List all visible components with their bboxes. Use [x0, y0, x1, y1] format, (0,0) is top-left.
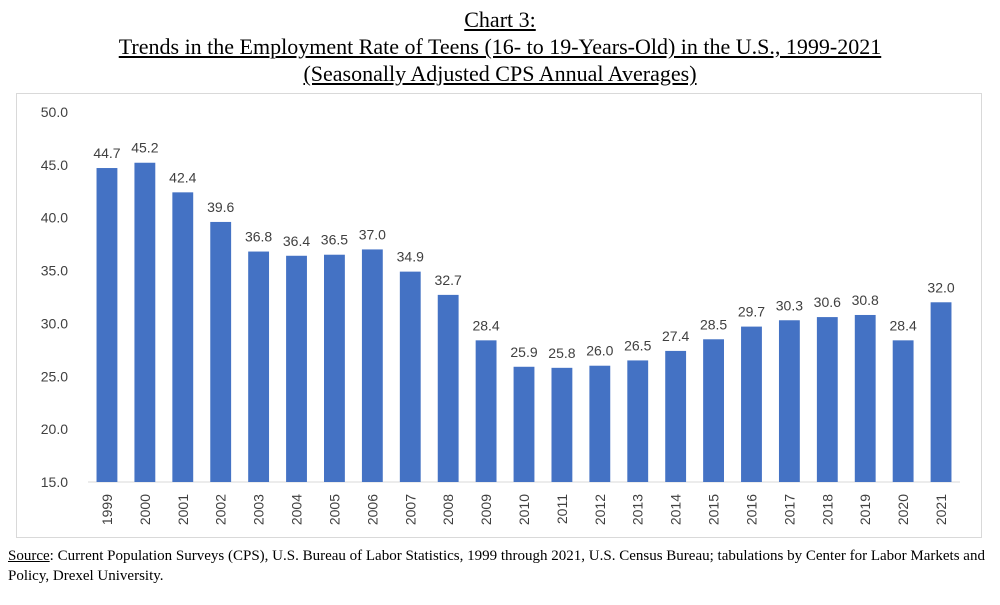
- bar-2010: [513, 366, 535, 482]
- bar-2009: [475, 340, 497, 482]
- bar-2001: [172, 192, 194, 483]
- x-tick-label-2020: 2020: [895, 494, 911, 525]
- chart-title: Trends in the Employment Rate of Teens (…: [118, 34, 882, 59]
- bar-2002: [210, 221, 232, 482]
- chart-subtitle: (Seasonally Adjusted CPS Annual Averages…: [303, 61, 697, 86]
- data-label-2021: 32.0: [927, 279, 954, 295]
- x-tick-label-2007: 2007: [402, 494, 418, 525]
- x-tick-label-2016: 2016: [743, 494, 759, 525]
- bar-2020: [892, 340, 914, 482]
- y-tick-label: 15.0: [41, 474, 68, 490]
- bar-2005: [324, 254, 345, 482]
- bar-2013: [627, 360, 649, 482]
- bar-layer: [96, 162, 952, 483]
- x-tick-label-2009: 2009: [478, 494, 494, 525]
- x-tick-label-2003: 2003: [251, 494, 267, 525]
- x-tick-label-2013: 2013: [630, 494, 646, 525]
- data-label-2013: 26.5: [624, 337, 651, 353]
- x-tick-label-2015: 2015: [706, 494, 722, 525]
- bar-2000: [134, 162, 156, 482]
- x-tick-label-2021: 2021: [933, 494, 949, 525]
- data-label-2020: 28.4: [890, 317, 917, 333]
- data-label-2000: 45.2: [131, 140, 158, 156]
- data-label-1999: 44.7: [93, 145, 120, 161]
- source-note: Source: Current Population Surveys (CPS)…: [8, 546, 998, 586]
- bar-2014: [665, 350, 687, 482]
- x-tick-label-2008: 2008: [440, 494, 456, 525]
- x-tick-label-2005: 2005: [326, 494, 342, 525]
- bar-2006: [361, 249, 383, 482]
- bar-2003: [248, 251, 270, 482]
- y-tick-label: 50.0: [41, 104, 68, 120]
- bar-2015: [703, 339, 724, 482]
- chart-number: Chart 3:: [464, 7, 536, 32]
- x-tick-label-2002: 2002: [213, 494, 229, 525]
- x-tick-label-2019: 2019: [857, 494, 873, 525]
- x-tick-label-2010: 2010: [516, 494, 532, 525]
- bar-2011: [551, 367, 573, 482]
- source-text: : Current Population Surveys (CPS), U.S.…: [8, 548, 985, 584]
- data-label-2018: 30.6: [814, 294, 841, 310]
- bar-2021: [930, 302, 952, 482]
- data-label-2012: 26.0: [586, 343, 613, 359]
- x-tick-label-2011: 2011: [554, 494, 570, 524]
- data-label-2001: 42.4: [169, 169, 196, 185]
- bar-2017: [778, 320, 800, 482]
- data-label-2006: 37.0: [359, 226, 386, 242]
- y-tick-label: 30.0: [41, 315, 68, 331]
- bar-2016: [741, 326, 762, 482]
- y-tick-label: 25.0: [41, 368, 68, 384]
- data-label-2010: 25.9: [510, 344, 537, 360]
- data-label-2015: 28.5: [700, 316, 727, 332]
- y-tick-label: 40.0: [41, 210, 68, 226]
- x-tick-label-2014: 2014: [668, 494, 684, 525]
- bar-2012: [589, 365, 611, 482]
- bar-2019: [854, 314, 876, 482]
- chart-title-block: Chart 3: Trends in the Employment Rate o…: [0, 6, 1000, 87]
- data-label-2003: 36.8: [245, 229, 272, 245]
- bar-2007: [399, 271, 421, 482]
- data-label-2017: 30.3: [776, 297, 803, 313]
- x-tick-label-2006: 2006: [364, 494, 380, 525]
- x-tick-label-2000: 2000: [137, 494, 153, 525]
- x-tick-label-2001: 2001: [175, 494, 191, 525]
- data-label-2019: 30.8: [852, 292, 879, 308]
- data-label-2016: 29.7: [738, 304, 765, 320]
- data-label-2002: 39.6: [207, 199, 234, 215]
- x-tick-label-2018: 2018: [819, 494, 835, 525]
- bar-2008: [437, 294, 459, 482]
- source-label: Source: [8, 548, 50, 564]
- x-tick-label-2004: 2004: [289, 494, 305, 525]
- x-tick-label-1999: 1999: [99, 494, 115, 525]
- data-label-2014: 27.4: [662, 328, 689, 344]
- data-label-2007: 34.9: [397, 249, 424, 265]
- data-label-2011: 25.8: [548, 345, 575, 361]
- data-label-2005: 36.5: [321, 232, 348, 248]
- bar-2018: [816, 317, 838, 482]
- data-label-2004: 36.4: [283, 233, 310, 249]
- label-layer: 44.7 45.2 42.4 39.6 36.8 36.4 36.5 37.0 34.9 32.7…: [93, 140, 955, 361]
- data-label-2008: 32.7: [435, 272, 462, 288]
- bar-2004: [286, 255, 307, 482]
- y-tick-label: 45.0: [41, 157, 68, 173]
- y-tick-label: 20.0: [41, 421, 68, 437]
- x-tick-label-2017: 2017: [781, 494, 797, 525]
- axis-layer: 15.0 20.0 25.0 30.0 35.0 40.0 45.0 50.0 1999 2000…: [41, 104, 960, 525]
- y-tick-label: 35.0: [41, 263, 68, 279]
- bar-1999: [96, 168, 118, 482]
- data-label-2009: 28.4: [472, 317, 499, 333]
- x-tick-label-2012: 2012: [592, 494, 608, 525]
